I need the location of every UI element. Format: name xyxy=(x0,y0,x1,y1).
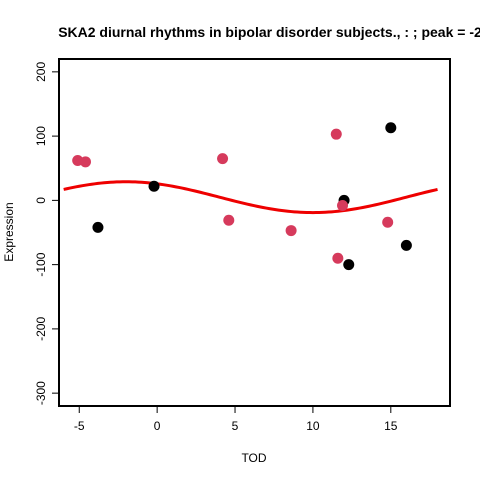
red-data-point xyxy=(217,153,229,165)
plot-frame xyxy=(58,58,451,407)
red-data-point xyxy=(382,216,394,228)
x-axis: -5 0 5 10 15 xyxy=(74,406,398,433)
x-tick-label: 15 xyxy=(384,419,398,433)
x-axis-label: TOD xyxy=(241,451,266,465)
red-data-point xyxy=(332,252,344,264)
y-tick-label: -100 xyxy=(34,252,48,276)
x-tick-label: 10 xyxy=(306,419,320,433)
y-axis: -300 -200 -100 0 100 200 xyxy=(34,62,59,405)
data-points xyxy=(72,122,412,271)
y-tick-label: 200 xyxy=(34,62,48,82)
black-data-point xyxy=(92,221,104,233)
x-tick-label: -5 xyxy=(74,419,85,433)
red-data-point xyxy=(330,128,342,140)
black-data-point xyxy=(343,259,355,271)
x-tick-label: 5 xyxy=(232,419,239,433)
y-axis-label: Expression xyxy=(2,202,16,261)
black-data-point xyxy=(148,180,160,192)
y-tick-label: 0 xyxy=(34,197,48,204)
fit-curve xyxy=(63,180,438,215)
black-data-point xyxy=(385,122,397,134)
y-tick-label: 100 xyxy=(34,126,48,146)
red-data-point xyxy=(337,200,349,212)
red-data-point xyxy=(79,156,91,168)
y-tick-label: -300 xyxy=(34,381,48,405)
y-tick-label: -200 xyxy=(34,317,48,341)
black-data-point xyxy=(400,239,412,251)
x-tick-label: 0 xyxy=(154,419,161,433)
red-data-point xyxy=(285,225,297,237)
red-data-point xyxy=(223,214,235,226)
chart-title: SKA2 diurnal rhythms in bipolar disorder… xyxy=(58,24,480,40)
